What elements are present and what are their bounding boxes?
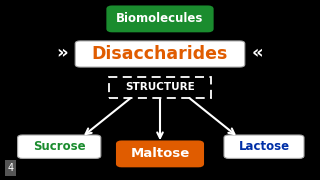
- Text: Sucrose: Sucrose: [33, 140, 85, 153]
- FancyBboxPatch shape: [117, 141, 203, 166]
- Text: Disaccharides: Disaccharides: [92, 45, 228, 63]
- Text: «: «: [252, 44, 263, 62]
- Text: Biomolecules: Biomolecules: [116, 12, 204, 25]
- Text: Lactose: Lactose: [238, 140, 290, 153]
- FancyBboxPatch shape: [224, 135, 304, 158]
- FancyBboxPatch shape: [107, 6, 213, 31]
- FancyBboxPatch shape: [18, 135, 101, 158]
- Text: 4: 4: [7, 163, 14, 173]
- Text: »: »: [57, 44, 68, 62]
- FancyBboxPatch shape: [75, 41, 245, 67]
- FancyBboxPatch shape: [109, 77, 211, 98]
- Text: STRUCTURE: STRUCTURE: [125, 82, 195, 92]
- Text: Maltose: Maltose: [130, 147, 190, 160]
